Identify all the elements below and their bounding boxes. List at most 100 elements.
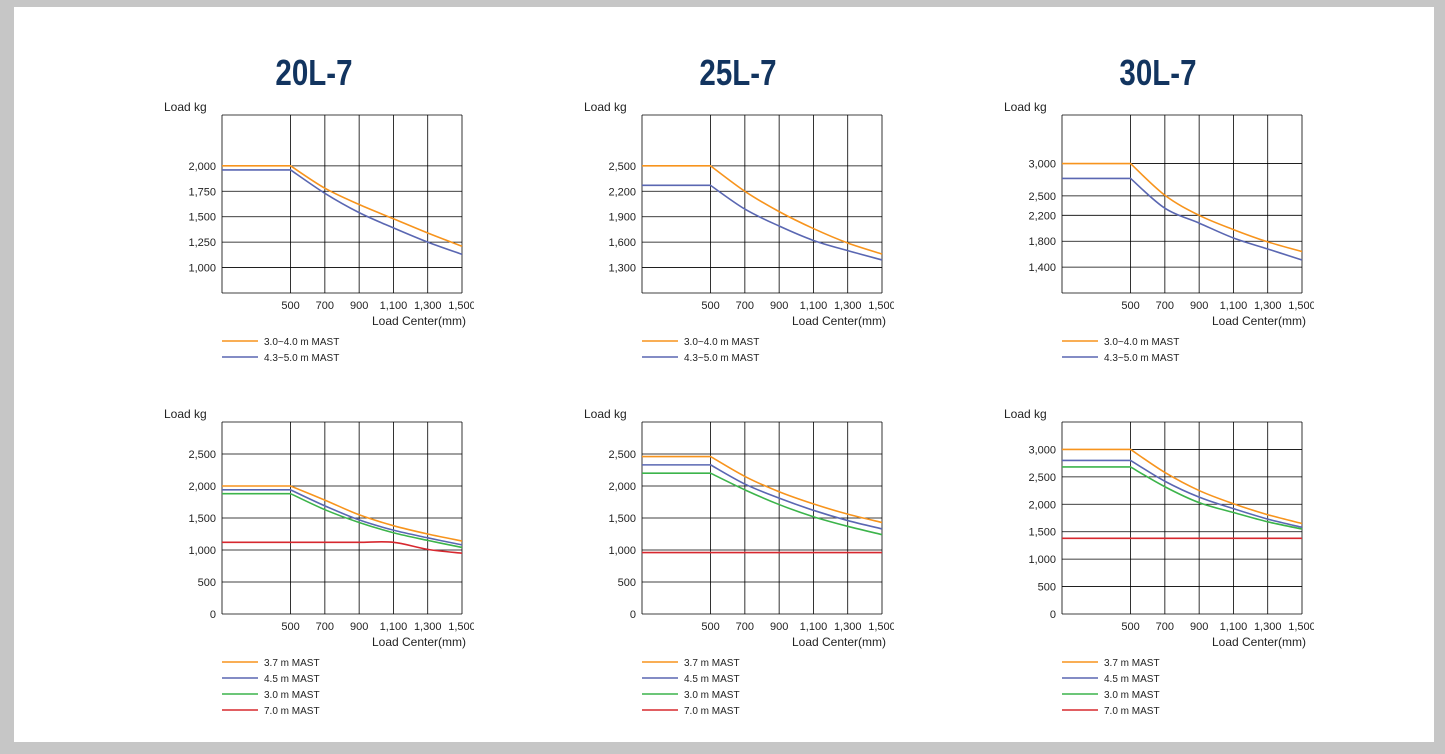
y-axis-label: Load kg <box>584 100 627 114</box>
chart-20l7-upper: Load kg 2,000 1,750 1,500 1,250 1,000 500 700 90… <box>164 100 474 364</box>
x-tick-label: 700 <box>1156 300 1174 312</box>
x-tick-label: 1,500 <box>448 300 474 312</box>
legend-label: 7.0 m MAST <box>1104 706 1160 717</box>
x-tick-label: 1,100 <box>800 621 828 633</box>
y-tick-label: 2,000 <box>188 161 216 173</box>
series-line-3-0-m-mast <box>222 492 463 549</box>
legend-label: 4.3~5.0 m MAST <box>264 353 339 364</box>
x-tick-label: 1,100 <box>1220 621 1248 633</box>
legend-label: 3.0~4.0 m MAST <box>264 337 339 348</box>
x-tick-label: 900 <box>770 621 788 633</box>
series-line-3-0-4-0-m-mast <box>1062 162 1303 253</box>
x-tick-label: 1,500 <box>448 621 474 633</box>
y-tick-label: 2,200 <box>1028 210 1056 222</box>
x-tick-label: 500 <box>1121 621 1139 633</box>
y-tick-label: 3,000 <box>1028 159 1056 171</box>
series-line-4-5-m-mast <box>222 489 463 546</box>
y-tick-label: 1,000 <box>188 263 216 275</box>
x-tick-label: 1,300 <box>834 621 862 633</box>
y-tick-label: 1,500 <box>188 212 216 224</box>
x-tick-label: 1,300 <box>1254 621 1282 633</box>
x-tick-label: 1,100 <box>380 621 408 633</box>
legend-label: 3.7 m MAST <box>684 658 740 669</box>
series-line-4-3-5-0-m-mast <box>1062 177 1303 261</box>
x-tick-label: 700 <box>316 621 334 633</box>
y-tick-label: 2,500 <box>1028 191 1056 203</box>
x-tick-label: 500 <box>701 300 719 312</box>
x-tick-label: 1,300 <box>834 300 862 312</box>
x-tick-label: 900 <box>1190 621 1208 633</box>
x-axis-label: Load Center(mm) <box>792 635 886 649</box>
legend-label: 4.3~5.0 m MAST <box>1104 353 1179 364</box>
series-line-3-0-m-mast <box>1062 466 1303 530</box>
legend-label: 3.0~4.0 m MAST <box>1104 337 1179 348</box>
y-tick-label: 2,500 <box>608 161 636 173</box>
legend-label: 4.5 m MAST <box>684 674 740 685</box>
series-line-3-0-4-0-m-mast <box>642 165 883 255</box>
y-axis-label: Load kg <box>584 407 627 421</box>
legend-label: 3.0 m MAST <box>264 690 320 701</box>
y-tick-label: 1,900 <box>608 212 636 224</box>
y-tick-label: 2,500 <box>608 449 636 461</box>
x-tick-label: 1,500 <box>868 300 894 312</box>
x-tick-label: 700 <box>316 300 334 312</box>
y-tick-label: 1,500 <box>188 513 216 525</box>
y-tick-label: 500 <box>1038 582 1056 594</box>
model-title-20l7: 20L-7 <box>275 52 353 93</box>
y-tick-label: 2,200 <box>608 186 636 198</box>
x-tick-label: 500 <box>281 621 299 633</box>
legend-label: 7.0 m MAST <box>684 706 740 717</box>
y-tick-label: 500 <box>618 577 636 589</box>
chart-20l7-lower: Load kg 2,500 2,000 1,500 1,000 500 0 500 700 900… <box>164 407 474 717</box>
y-tick-label: 2,500 <box>188 449 216 461</box>
y-tick-label: 0 <box>210 609 216 621</box>
legend-label: 3.0~4.0 m MAST <box>684 337 759 348</box>
x-tick-label: 1,300 <box>414 621 442 633</box>
y-tick-label: 2,000 <box>188 481 216 493</box>
x-tick-label: 900 <box>770 300 788 312</box>
y-tick-label: 1,000 <box>188 545 216 557</box>
x-tick-label: 700 <box>736 300 754 312</box>
x-tick-label: 900 <box>350 621 368 633</box>
series-line-3-7-m-mast <box>222 485 463 542</box>
series-line-4-3-5-0-m-mast <box>222 169 463 256</box>
legend-label: 4.5 m MAST <box>264 674 320 685</box>
y-tick-label: 1,400 <box>1028 262 1056 274</box>
y-tick-label: 1,800 <box>1028 236 1056 248</box>
x-tick-label: 1,500 <box>1288 621 1314 633</box>
page: 20L-7 25L-7 30L-7 Load kg 2,000 1,750 1,500… <box>14 7 1434 742</box>
x-tick-label: 700 <box>736 621 754 633</box>
x-tick-label: 500 <box>281 300 299 312</box>
legend-label: 4.5 m MAST <box>1104 674 1160 685</box>
legend-label: 3.7 m MAST <box>264 658 320 669</box>
x-tick-label: 500 <box>1121 300 1139 312</box>
chart-25l7-upper: Load kg 2,500 2,200 1,900 1,600 1,300 500 700 90… <box>584 100 894 364</box>
y-axis-label: Load kg <box>1004 100 1047 114</box>
legend-label: 3.0 m MAST <box>684 690 740 701</box>
x-axis-label: Load Center(mm) <box>372 635 466 649</box>
x-tick-label: 500 <box>701 621 719 633</box>
legend-label: 3.0 m MAST <box>1104 690 1160 701</box>
x-tick-label: 1,100 <box>1220 300 1248 312</box>
x-axis-label: Load Center(mm) <box>792 314 886 328</box>
legend-label: 3.7 m MAST <box>1104 658 1160 669</box>
y-tick-label: 2,000 <box>608 481 636 493</box>
y-tick-label: 1,250 <box>188 237 216 249</box>
x-tick-label: 1,100 <box>800 300 828 312</box>
y-axis-label: Load kg <box>164 100 207 114</box>
y-tick-label: 1,000 <box>608 545 636 557</box>
chart-25l7-lower: Load kg 2,500 2,000 1,500 1,000 500 0 500 700 900… <box>584 407 894 717</box>
series-line-4-3-5-0-m-mast <box>642 184 883 261</box>
model-title-30l7: 30L-7 <box>1119 52 1197 93</box>
x-axis-label: Load Center(mm) <box>372 314 466 328</box>
model-title-25l7: 25L-7 <box>699 52 777 93</box>
series-line-3-7-m-mast <box>642 455 883 524</box>
y-tick-label: 1,300 <box>608 263 636 275</box>
x-tick-label: 1,100 <box>380 300 408 312</box>
y-tick-label: 1,500 <box>608 513 636 525</box>
series-line-4-5-m-mast <box>1062 459 1303 529</box>
series-line-7-0-m-mast <box>222 541 463 554</box>
x-axis-label: Load Center(mm) <box>1212 314 1306 328</box>
y-tick-label: 1,000 <box>1028 554 1056 566</box>
x-tick-label: 1,300 <box>414 300 442 312</box>
